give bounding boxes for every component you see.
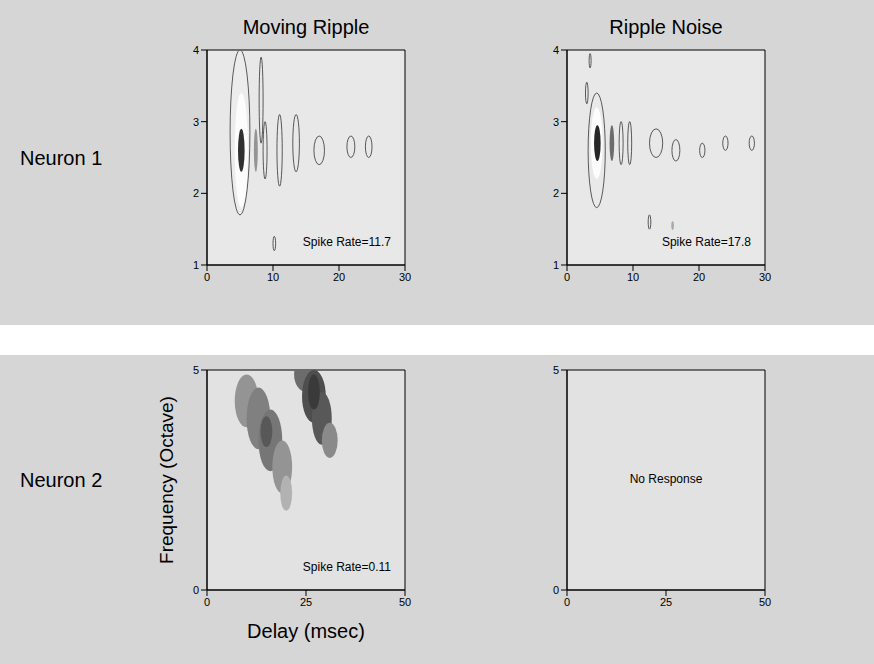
svg-text:0: 0 (204, 271, 210, 283)
svg-text:0: 0 (564, 271, 570, 283)
svg-text:Neuron 2: Neuron 2 (20, 469, 102, 491)
svg-text:3: 3 (553, 116, 559, 128)
html-text:No Response: No Response (629, 472, 703, 486)
svg-text:30: 30 (759, 271, 771, 283)
svg-text:Frequency (Octave): Frequency (Octave) (156, 396, 177, 564)
svg-text:30: 30 (399, 271, 411, 283)
svg-text:20: 20 (693, 271, 705, 283)
svg-text:4: 4 (193, 45, 199, 56)
svg-text:20: 20 (333, 271, 345, 283)
svg-text:5: 5 (193, 365, 199, 376)
svg-text:2: 2 (193, 187, 199, 199)
svg-text:Neuron 1: Neuron 1 (20, 147, 102, 169)
svg-text:2: 2 (553, 187, 559, 199)
svg-text:10: 10 (627, 271, 639, 283)
svg-text:4: 4 (553, 45, 559, 56)
svg-text:0: 0 (204, 596, 210, 608)
svg-text:50: 50 (759, 596, 771, 608)
svg-text:5: 5 (553, 365, 559, 376)
html-text:Spike Rate=17.8: Spike Rate=17.8 (661, 235, 751, 249)
svg-text:10: 10 (267, 271, 279, 283)
svg-text:0: 0 (553, 584, 559, 596)
svg-text:25: 25 (300, 596, 312, 608)
svg-text:Ripple Noise: Ripple Noise (609, 16, 722, 38)
svg-text:1: 1 (553, 259, 559, 271)
svg-text:Moving Ripple: Moving Ripple (243, 16, 370, 38)
html-text:Spike Rate=0.11: Spike Rate=0.11 (302, 560, 391, 574)
svg-text:25: 25 (660, 596, 672, 608)
svg-text:0: 0 (564, 596, 570, 608)
svg-text:3: 3 (193, 116, 199, 128)
svg-text:1: 1 (193, 259, 199, 271)
svg-text:0: 0 (193, 584, 199, 596)
html-text:Spike Rate=11.7: Spike Rate=11.7 (302, 235, 391, 249)
svg-text:Delay (msec): Delay (msec) (247, 620, 365, 642)
svg-text:50: 50 (399, 596, 411, 608)
